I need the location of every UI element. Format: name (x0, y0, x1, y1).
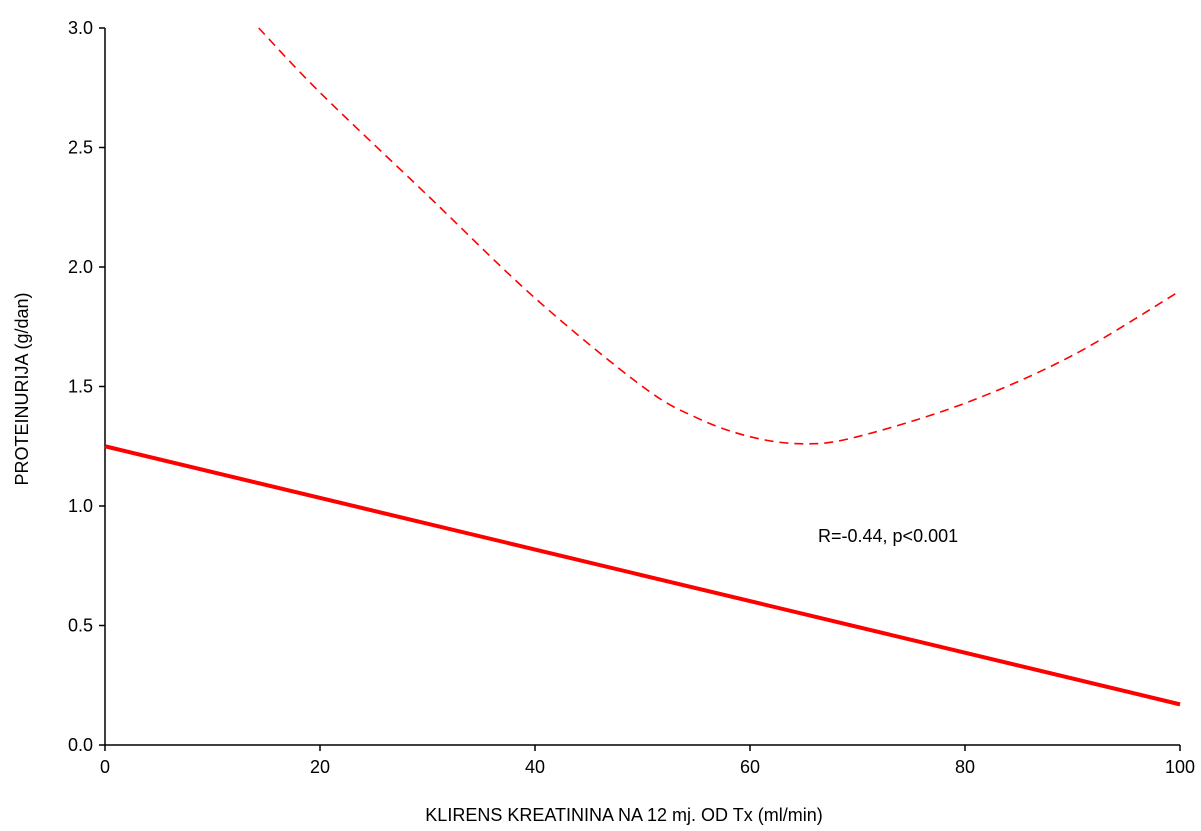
x-tick-label: 40 (525, 757, 545, 777)
y-tick-label: 3.0 (68, 18, 93, 38)
correlation-annotation: R=-0.44, p<0.001 (818, 526, 958, 546)
x-tick-label: 20 (310, 757, 330, 777)
confidence-curve (258, 27, 1181, 445)
y-axis-title: PROTEINURIJA (g/dan) (12, 292, 32, 485)
axes: 0.0 0.5 1.0 1.5 2.0 2.5 3.0 0 20 40 60 80 100 (68, 18, 1195, 777)
y-tick-label: 1.0 (68, 496, 93, 516)
x-tick-label: 100 (1165, 757, 1195, 777)
y-tick-label: 1.5 (68, 377, 93, 397)
x-tick-label: 60 (740, 757, 760, 777)
x-tick-label: 0 (100, 757, 110, 777)
y-tick-label: 2.0 (68, 257, 93, 277)
x-axis-title: KLIRENS KREATININA NA 12 mj. OD Tx (ml/m… (425, 805, 822, 825)
y-tick-label: 0.0 (68, 735, 93, 755)
y-tick-label: 0.5 (68, 616, 93, 636)
x-tick-label: 80 (955, 757, 975, 777)
y-tick-label: 2.5 (68, 138, 93, 158)
series-group (104, 27, 1181, 707)
regression-line (104, 444, 1181, 707)
